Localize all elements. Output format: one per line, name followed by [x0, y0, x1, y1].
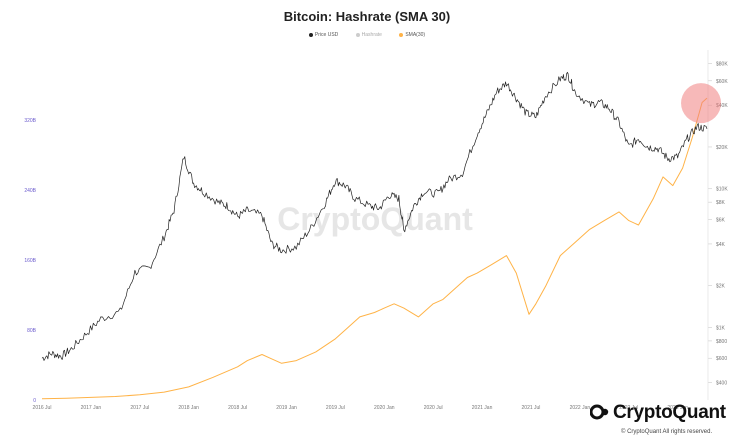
x-tick-label-10: 2021 Jul	[522, 405, 541, 411]
y-left-tick-4: 320B	[24, 118, 36, 124]
legend-item-sma[interactable]: SMA(30)	[399, 32, 425, 38]
y-left-tick-3: 240B	[24, 188, 36, 194]
x-tick-label-5: 2019 Jan	[276, 405, 297, 411]
y-right-tick-11: $60K	[716, 79, 728, 85]
x-tick-label-9: 2021 Jan	[472, 405, 493, 411]
series-price-line	[41, 71, 708, 361]
copyright-text: © CryptoQuant All rights reserved.	[621, 429, 713, 435]
y-right-tick-2: $800	[716, 339, 727, 345]
x-tick-label-12: 2022 Jul	[619, 405, 638, 411]
x-tick-label-0: 2016 Jul	[33, 405, 52, 411]
y-right-tick-7: $8K	[716, 200, 726, 206]
chart-legend: Price USD Hashrate SMA(30)	[0, 32, 734, 38]
legend-item-price[interactable]: Price USD	[308, 32, 338, 38]
y-right-tick-5: $4K	[716, 242, 726, 248]
y-right-tick-9: $20K	[716, 145, 728, 151]
x-tick-label-6: 2019 Jul	[326, 405, 345, 411]
series-sma30-line	[41, 97, 708, 400]
legend-item-hashrate[interactable]: Hashrate	[355, 32, 382, 38]
x-tick-label-7: 2020 Jan	[374, 405, 395, 411]
y-left-tick-1: 80B	[27, 328, 37, 334]
x-tick-label-2: 2017 Jul	[130, 405, 149, 411]
x-tick-label-11: 2022 Jan	[570, 405, 591, 411]
chart-title: Bitcoin: Hashrate (SMA 30)	[283, 9, 451, 24]
y-right-tick-4: $2K	[716, 284, 726, 290]
y-right-tick-12: $80K	[716, 61, 728, 67]
x-tick-label-8: 2020 Jul	[424, 405, 443, 411]
watermark: CryptoQuant	[277, 201, 473, 237]
y-right-tick-6: $6K	[716, 218, 726, 224]
x-tick-label-4: 2018 Jul	[228, 405, 247, 411]
x-tick-label-13: 2023 Jan	[667, 405, 688, 411]
y-left-tick-2: 160B	[24, 258, 36, 264]
y-right-tick-0: $400	[716, 381, 727, 387]
cryptoquant-logo-icon	[590, 404, 609, 420]
x-tick-label-1: 2017 Jan	[81, 405, 102, 411]
x-tick-label-3: 2018 Jan	[178, 405, 199, 411]
brand-name: CryptoQuant	[613, 402, 726, 423]
highlight-circle	[681, 83, 722, 124]
y-right-tick-3: $1K	[716, 325, 726, 331]
brand-logo: CryptoQuant	[590, 402, 726, 424]
y-right-tick-10: $40K	[716, 103, 728, 109]
y-right-tick-1: $600	[716, 356, 727, 362]
y-left-tick-0: 0	[33, 398, 36, 404]
y-right-tick-8: $10K	[716, 187, 728, 193]
